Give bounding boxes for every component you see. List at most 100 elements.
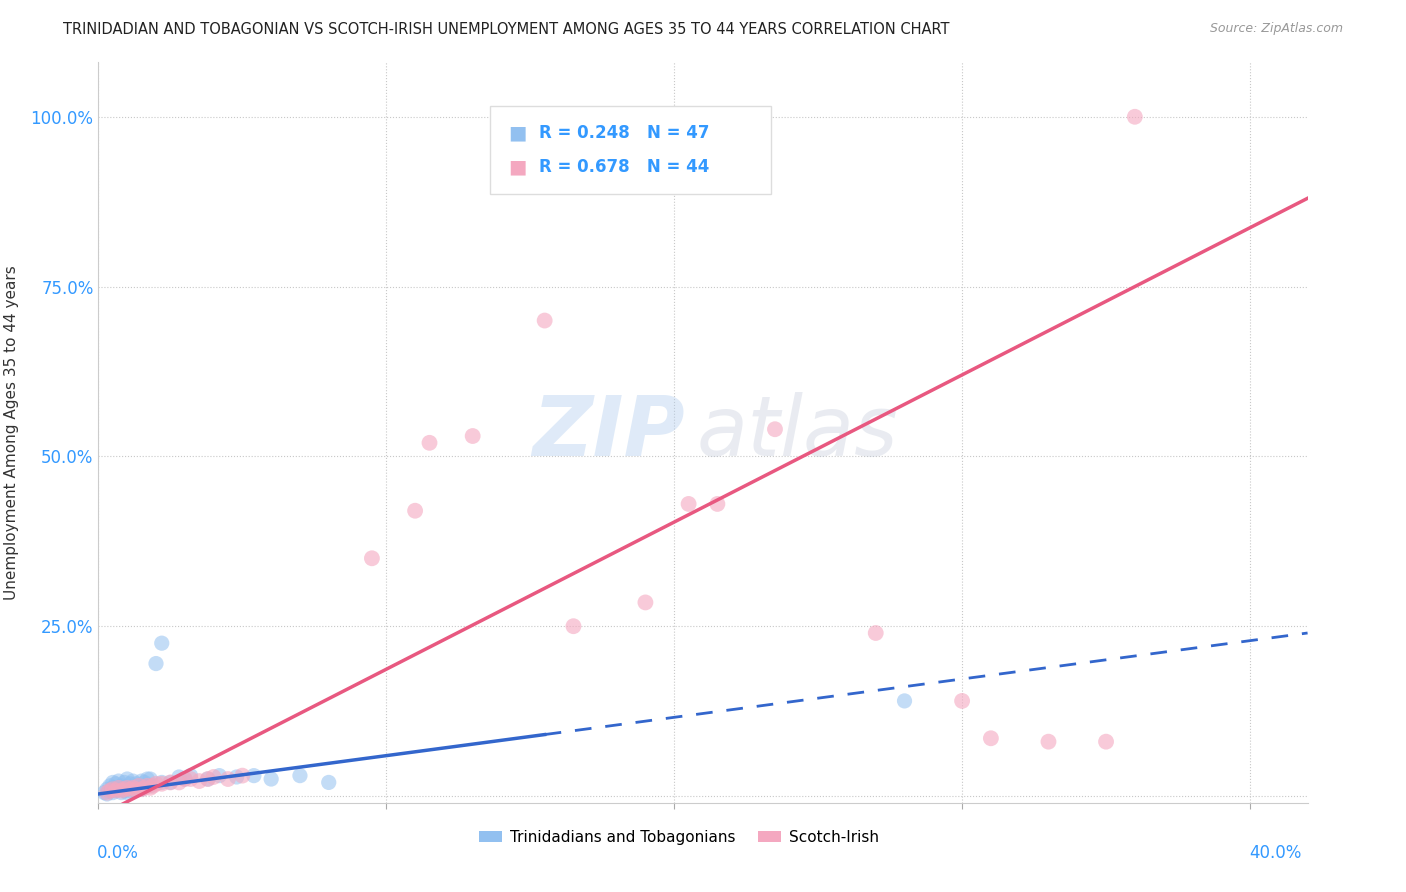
Point xyxy=(125,783,148,797)
Point xyxy=(678,497,700,511)
Point xyxy=(110,786,132,800)
Point xyxy=(110,779,132,793)
Point xyxy=(404,504,426,518)
Point xyxy=(1038,734,1060,748)
Point xyxy=(202,770,225,784)
Point xyxy=(120,783,142,797)
Point xyxy=(96,787,118,801)
Text: Source: ZipAtlas.com: Source: ZipAtlas.com xyxy=(1209,22,1343,36)
Point xyxy=(104,783,127,797)
Point xyxy=(231,769,253,783)
Legend: Trinidadians and Tobagonians, Scotch-Irish: Trinidadians and Tobagonians, Scotch-Iri… xyxy=(472,823,884,851)
Point xyxy=(122,774,145,789)
Point xyxy=(180,772,202,786)
Point xyxy=(131,782,153,797)
Point xyxy=(104,783,127,797)
Point xyxy=(107,780,129,795)
Point xyxy=(139,772,162,786)
Point xyxy=(763,422,786,436)
Point xyxy=(225,770,247,784)
Point xyxy=(197,772,219,786)
Point xyxy=(634,595,657,609)
Text: 0.0%: 0.0% xyxy=(97,844,139,862)
Point xyxy=(167,775,190,789)
Text: TRINIDADIAN AND TOBAGONIAN VS SCOTCH-IRISH UNEMPLOYMENT AMONG AGES 35 TO 44 YEAR: TRINIDADIAN AND TOBAGONIAN VS SCOTCH-IRI… xyxy=(63,22,950,37)
Point xyxy=(93,786,115,800)
Point xyxy=(150,636,173,650)
Point xyxy=(128,779,150,793)
Text: R = 0.248   N = 47: R = 0.248 N = 47 xyxy=(540,124,710,142)
Point xyxy=(98,783,121,797)
Point xyxy=(136,779,159,793)
Point xyxy=(173,772,195,786)
Point xyxy=(101,786,124,800)
Point xyxy=(115,780,138,795)
Point xyxy=(461,429,484,443)
Point xyxy=(134,780,156,795)
Point xyxy=(361,551,384,566)
Point xyxy=(208,769,231,783)
Point xyxy=(115,780,138,795)
Point xyxy=(980,731,1002,746)
Y-axis label: Unemployment Among Ages 35 to 44 years: Unemployment Among Ages 35 to 44 years xyxy=(4,265,20,600)
Point xyxy=(134,775,156,789)
Point xyxy=(120,782,142,797)
Point xyxy=(98,779,121,793)
Point xyxy=(180,769,202,783)
Point xyxy=(706,497,728,511)
Point xyxy=(188,774,211,789)
Point xyxy=(159,775,181,789)
Point xyxy=(142,779,165,793)
Point xyxy=(131,782,153,797)
Point xyxy=(101,775,124,789)
Point xyxy=(288,769,311,783)
Point xyxy=(418,435,440,450)
Point xyxy=(260,772,283,786)
Point xyxy=(131,774,153,789)
Text: R = 0.678   N = 44: R = 0.678 N = 44 xyxy=(540,159,710,177)
Point xyxy=(1095,734,1118,748)
Point xyxy=(136,772,159,786)
Point xyxy=(125,782,148,797)
Point xyxy=(112,783,135,797)
Point xyxy=(1123,110,1146,124)
Point xyxy=(122,780,145,795)
Point xyxy=(950,694,973,708)
Text: 40.0%: 40.0% xyxy=(1250,844,1302,862)
Point xyxy=(96,786,118,800)
Point xyxy=(139,780,162,795)
Point xyxy=(115,786,138,800)
Text: atlas: atlas xyxy=(697,392,898,473)
Point xyxy=(243,769,266,783)
Point xyxy=(101,782,124,797)
Point xyxy=(893,694,915,708)
Point xyxy=(173,772,195,786)
Point xyxy=(139,779,162,793)
Point xyxy=(150,775,173,789)
Point xyxy=(122,782,145,797)
Point xyxy=(115,772,138,786)
Point xyxy=(112,782,135,797)
Point xyxy=(101,780,124,795)
Point xyxy=(107,782,129,797)
Point xyxy=(120,777,142,791)
Point xyxy=(159,775,181,789)
Point xyxy=(128,779,150,793)
Point xyxy=(98,783,121,797)
Text: ■: ■ xyxy=(509,123,527,142)
Point xyxy=(318,775,340,789)
Text: ■: ■ xyxy=(509,158,527,177)
Point xyxy=(110,783,132,797)
Point xyxy=(96,782,118,797)
Point xyxy=(217,772,239,786)
Point xyxy=(197,772,219,786)
Point xyxy=(150,777,173,791)
Point xyxy=(107,774,129,789)
Point xyxy=(125,777,148,791)
Point xyxy=(145,777,167,791)
Point xyxy=(533,313,555,327)
Point xyxy=(562,619,585,633)
Text: ZIP: ZIP xyxy=(533,392,685,473)
Point xyxy=(145,657,167,671)
Point xyxy=(167,770,190,784)
